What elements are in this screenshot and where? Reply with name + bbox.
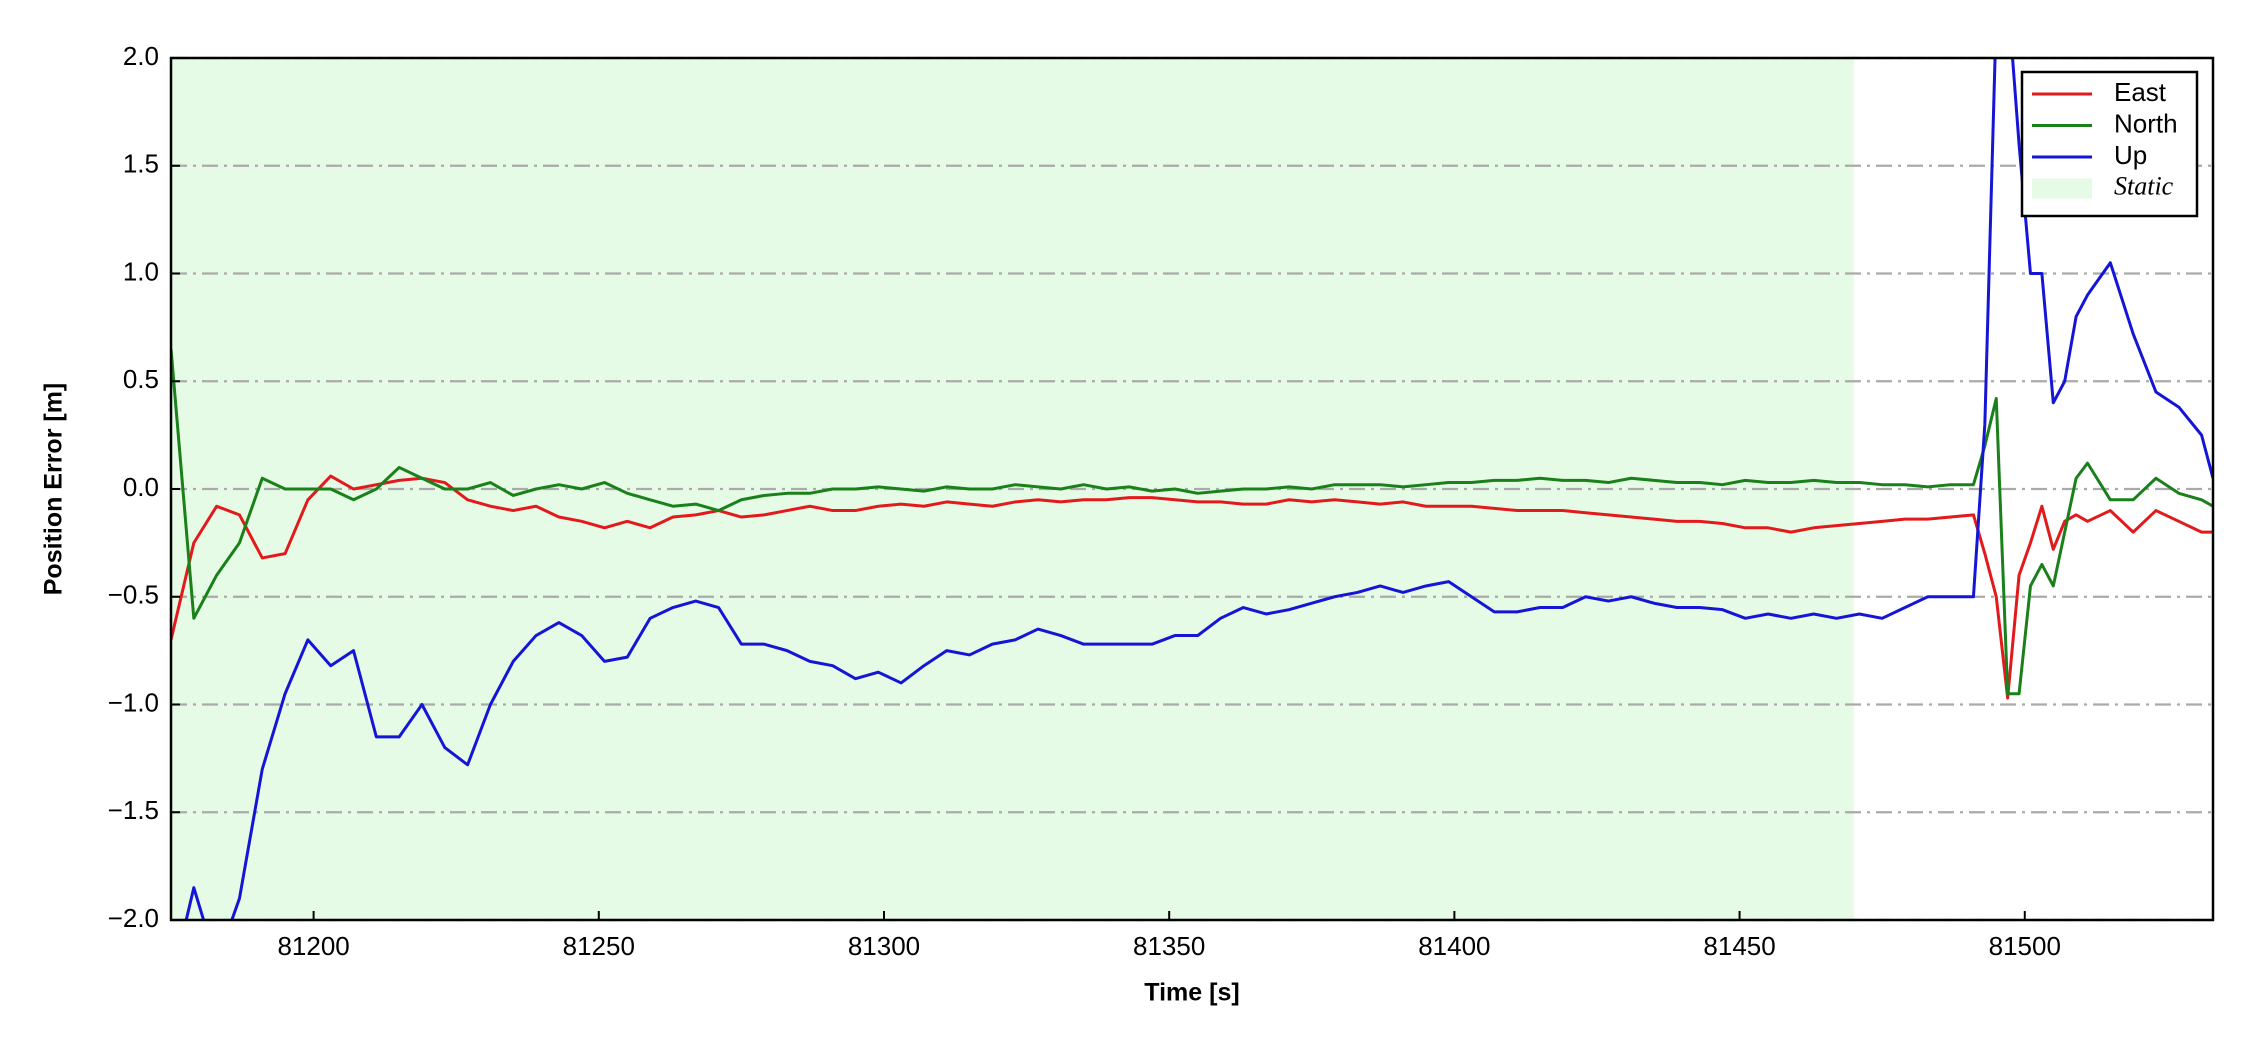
legend-label: North xyxy=(2114,108,2178,138)
y-tick-label: 0.0 xyxy=(123,472,159,502)
x-tick-label: 81350 xyxy=(1133,931,1205,961)
y-tick-label: −1.0 xyxy=(108,687,159,717)
y-tick-label: 0.5 xyxy=(123,364,159,394)
series-line xyxy=(184,58,2213,920)
y-tick-label: −0.5 xyxy=(108,580,159,610)
x-tick-label: 81400 xyxy=(1418,931,1490,961)
y-tick-label: 1.0 xyxy=(123,256,159,286)
y-tick-label: −2.0 xyxy=(108,903,159,933)
legend-label: Up xyxy=(2114,140,2147,170)
series-line xyxy=(171,348,2213,696)
legend-label: East xyxy=(2114,77,2167,107)
legend-swatch xyxy=(2032,178,2092,199)
x-tick-label: 81500 xyxy=(1989,931,2061,961)
x-tick-label: 81250 xyxy=(563,931,635,961)
y-tick-label: −1.5 xyxy=(108,795,159,825)
lines-layer xyxy=(171,58,2213,920)
y-axis-label: Position Error [m] xyxy=(40,383,68,596)
x-tick-label: 81200 xyxy=(277,931,349,961)
series-line xyxy=(171,474,2213,700)
x-tick-label: 81450 xyxy=(1703,931,1775,961)
x-axis-label: Time [s] xyxy=(1144,979,1239,1007)
legend-label: Static xyxy=(2114,171,2174,200)
y-tick-label: 1.5 xyxy=(123,149,159,179)
y-tick-label: 2.0 xyxy=(123,41,159,71)
x-tick-label: 81300 xyxy=(848,931,920,961)
ticks-layer: −2.0 −1.5 −1.0 −0.5 0.0 0.5 1.0 1.5 2.0 81200 8125… xyxy=(108,41,2061,961)
